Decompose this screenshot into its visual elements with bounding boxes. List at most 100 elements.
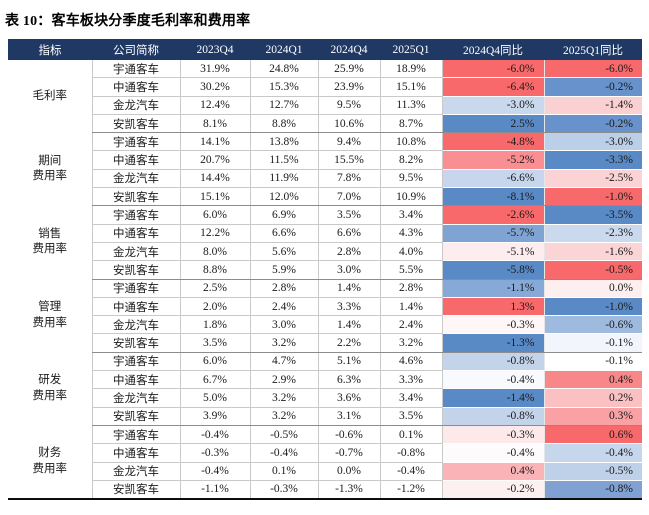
quarter-value-cell: 3.6%: [317, 388, 380, 408]
yoy-2025q1-cell: -2.5%: [543, 169, 642, 189]
yoy-2025q1-cell: -0.2%: [543, 77, 642, 97]
company-cell: 安凯客车: [91, 333, 180, 353]
company-cell: 安凯客车: [91, 407, 180, 426]
quarter-value-cell: 3.5%: [317, 205, 380, 225]
quarter-value-cell: 5.1%: [317, 352, 380, 372]
indicator-cell: 销售 费用率: [32, 227, 68, 256]
indicator-cell: 财务 费用率: [32, 447, 68, 475]
company-cell: 金龙汽车: [91, 96, 180, 115]
quarter-value-cell: 9.4%: [317, 132, 380, 152]
yoy-2024q4-cell: -3.0%: [441, 96, 544, 115]
company-cell: 中通客车: [91, 224, 180, 243]
quarter-value-cell: 11.3%: [379, 96, 442, 115]
company-cell: 金龙汽车: [91, 315, 180, 335]
quarter-value-cell: 5.6%: [249, 242, 318, 262]
quarter-value-cell: 15.5%: [317, 150, 380, 170]
quarter-value-cell: 6.6%: [317, 224, 380, 243]
quarter-value-cell: 4.0%: [379, 242, 442, 262]
header-2025q1: 2025Q1: [380, 39, 442, 60]
quarter-value-cell: 2.2%: [317, 333, 380, 353]
yoy-2024q4-cell: -1.3%: [441, 333, 544, 353]
yoy-2025q1-cell: -3.5%: [543, 205, 642, 225]
quarter-value-cell: 14.1%: [179, 132, 250, 152]
yoy-2024q4-cell: -8.1%: [441, 187, 544, 207]
quarter-value-cell: 2.9%: [249, 370, 318, 390]
company-cell: 宇通客车: [91, 279, 180, 298]
company-cell: 宇通客车: [91, 425, 180, 445]
quarter-value-cell: -0.7%: [317, 443, 380, 463]
company-cell: 安凯客车: [91, 260, 180, 280]
yoy-2025q1-cell: -3.0%: [543, 132, 642, 152]
yoy-2025q1-cell: -1.4%: [543, 96, 642, 115]
quarter-value-cell: 2.8%: [317, 242, 380, 262]
quarter-value-cell: 31.9%: [179, 60, 250, 79]
yoy-2025q1-cell: -0.4%: [543, 443, 642, 463]
quarter-value-cell: 6.9%: [249, 205, 318, 225]
yoy-2024q4-cell: -1.4%: [441, 388, 544, 408]
yoy-2024q4-cell: -0.3%: [441, 425, 544, 445]
quarter-value-cell: 2.8%: [379, 279, 442, 298]
company-cell: 金龙汽车: [91, 462, 180, 481]
yoy-2024q4-cell: -6.0%: [441, 60, 544, 79]
quarter-value-cell: -0.3%: [249, 480, 318, 500]
yoy-2024q4-cell: -5.8%: [441, 260, 544, 280]
quarter-value-cell: 8.2%: [379, 150, 442, 170]
quarter-value-cell: -1.3%: [317, 480, 380, 500]
company-cell: 中通客车: [91, 370, 180, 390]
quarter-value-cell: 18.9%: [379, 60, 442, 79]
quarter-value-cell: 20.7%: [179, 150, 250, 170]
yoy-2024q4-cell: -6.4%: [441, 77, 544, 97]
yoy-2024q4-cell: -5.7%: [441, 224, 544, 243]
quarter-value-cell: 3.4%: [379, 388, 442, 408]
company-cell: 宇通客车: [91, 205, 180, 225]
yoy-2025q1-cell: -0.5%: [543, 260, 642, 280]
header-row: 指标 公司简称 2023Q4 2024Q1 2024Q4 2025Q1 2024…: [8, 39, 642, 60]
quarter-value-cell: 12.2%: [179, 224, 250, 243]
quarter-value-cell: -0.4%: [379, 462, 442, 481]
quarter-value-cell: -0.6%: [317, 425, 380, 445]
yoy-2025q1-cell: 0.2%: [543, 388, 642, 408]
quarter-value-cell: 0.1%: [249, 462, 318, 481]
quarter-value-cell: 4.3%: [379, 224, 442, 243]
header-2025q1-yoy: 2025Q1同比: [544, 39, 642, 60]
yoy-2025q1-cell: -0.8%: [543, 480, 642, 500]
header-2024q4: 2024Q4: [318, 39, 380, 60]
yoy-2025q1-cell: 0.3%: [543, 407, 642, 426]
quarter-value-cell: 3.2%: [249, 333, 318, 353]
table-row: 安凯客车 15.1% 12.0% 7.0% 10.9% -8.1% -1.0%: [8, 187, 642, 207]
quarter-value-cell: 4.7%: [249, 352, 318, 372]
quarter-value-cell: 23.9%: [317, 77, 380, 97]
quarter-value-cell: 1.4%: [317, 315, 380, 335]
yoy-2024q4-cell: -0.2%: [441, 480, 544, 500]
quarter-value-cell: 2.4%: [379, 315, 442, 335]
margin-expense-table: 指标 公司简称 2023Q4 2024Q1 2024Q4 2025Q1 2024…: [8, 39, 642, 500]
quarter-value-cell: -0.4%: [179, 425, 250, 445]
yoy-2025q1-cell: -3.3%: [543, 150, 642, 170]
table-row: 金龙汽车 12.4% 12.7% 9.5% 11.3% -3.0% -1.4%: [8, 96, 642, 115]
header-2023q4: 2023Q4: [180, 39, 250, 60]
quarter-value-cell: 6.0%: [179, 205, 250, 225]
quarter-value-cell: 2.8%: [249, 279, 318, 298]
quarter-value-cell: 13.8%: [249, 132, 318, 152]
yoy-2024q4-cell: -0.4%: [441, 370, 544, 390]
header-indicator: 指标: [8, 39, 92, 60]
quarter-value-cell: 8.0%: [179, 242, 250, 262]
table-row: 期间 费用率 宇通客车 14.1% 13.8% 9.4% 10.8% -4.8% -3.0%: [8, 132, 642, 182]
quarter-value-cell: -0.3%: [179, 443, 250, 463]
quarter-value-cell: 9.5%: [379, 169, 442, 189]
quarter-value-cell: 7.0%: [317, 187, 380, 207]
table-row: 中通客车 6.7% 2.9% 6.3% 3.3% -0.4% 0.4%: [8, 370, 642, 390]
quarter-value-cell: 4.6%: [379, 352, 442, 372]
quarter-value-cell: -0.8%: [379, 443, 442, 463]
table-row: 毛利率 宇通客车 31.9% 24.8% 25.9% 18.9% -6.0% -6.0%: [8, 60, 642, 102]
table-row: 中通客车 12.2% 6.6% 6.6% 4.3% -5.7% -2.3%: [8, 224, 642, 243]
quarter-value-cell: 30.2%: [179, 77, 250, 97]
quarter-value-cell: 25.9%: [317, 60, 380, 79]
quarter-value-cell: 1.4%: [317, 279, 380, 298]
quarter-value-cell: 6.0%: [179, 352, 250, 372]
quarter-value-cell: 7.8%: [317, 169, 380, 189]
table-row: 金龙汽车 -0.4% 0.1% 0.0% -0.4% 0.4% -0.5%: [8, 462, 642, 481]
yoy-2025q1-cell: 0.6%: [543, 425, 642, 445]
quarter-value-cell: 15.3%: [249, 77, 318, 97]
